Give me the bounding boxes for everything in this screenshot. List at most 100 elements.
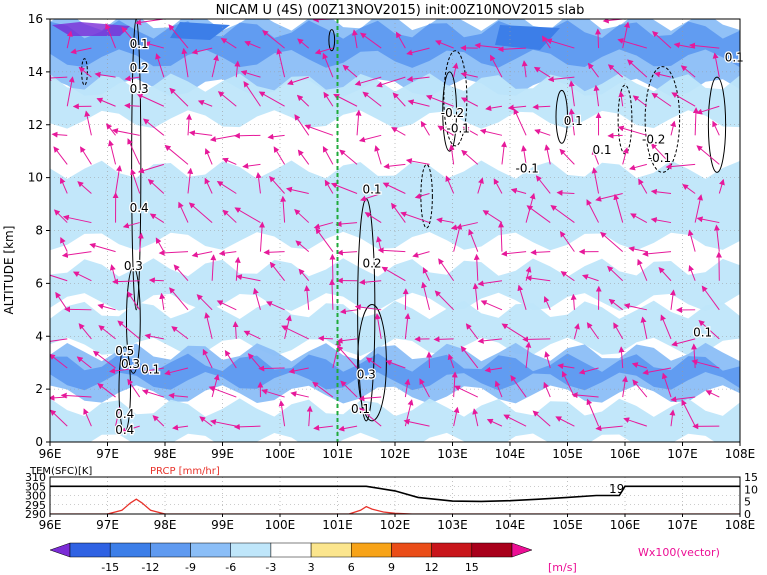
contour-label: 0.4 xyxy=(115,423,134,437)
wind-vectors xyxy=(50,19,725,434)
colorbar-tick-label: 6 xyxy=(348,561,355,574)
sub-grid xyxy=(49,476,741,515)
wind-vector xyxy=(335,220,358,227)
sub-series xyxy=(50,485,740,514)
wind-vector xyxy=(622,147,629,165)
contour xyxy=(442,71,458,152)
x-tick-label: 107E xyxy=(667,447,698,461)
sub-x-tick-label: 102E xyxy=(380,518,411,532)
wind-vector xyxy=(359,407,382,427)
contour-label: 0.3 xyxy=(130,82,149,96)
wind-vector xyxy=(159,292,166,310)
wind-vector xyxy=(420,120,430,136)
wind-vector xyxy=(595,193,623,202)
wind-vector xyxy=(543,381,551,398)
contour-label: 0.3 xyxy=(121,357,140,371)
wind-vector xyxy=(72,271,92,282)
wind-vector xyxy=(535,175,551,194)
wind-vector xyxy=(143,41,164,49)
wind-vector xyxy=(381,266,406,282)
wind-vector xyxy=(404,378,411,398)
wind-vector xyxy=(297,149,310,165)
wind-vector xyxy=(503,414,527,427)
wind-vector xyxy=(510,187,527,194)
wind-vector xyxy=(617,38,647,49)
wind-vector xyxy=(435,40,454,49)
colorbar-end-left xyxy=(49,542,71,558)
wind-vector xyxy=(147,178,165,194)
sub-x-tick-label: 98E xyxy=(154,518,177,532)
wind-vector xyxy=(682,184,696,194)
wind-vector xyxy=(80,146,92,165)
wind-vector xyxy=(651,92,672,107)
contour-label: 0.1 xyxy=(725,50,744,64)
wind-vector xyxy=(422,267,430,281)
wind-vector xyxy=(115,165,122,194)
y-tick-label: 6 xyxy=(35,276,43,290)
contour-label: -0.1 xyxy=(516,161,539,175)
wind-vector xyxy=(97,303,116,311)
wind-vector xyxy=(339,149,358,165)
wind-vector xyxy=(670,120,677,136)
y-tick-label: 4 xyxy=(35,329,43,343)
contour-label: 0.1 xyxy=(351,402,370,416)
wind-vector xyxy=(216,180,237,194)
wind-vector xyxy=(354,304,382,311)
wind-vector xyxy=(98,325,116,340)
contour-label: -0.2 xyxy=(642,132,665,146)
wind-vector xyxy=(718,178,725,194)
wind-vector xyxy=(479,128,503,136)
wind-vector xyxy=(613,322,624,340)
wind-vector xyxy=(137,163,164,174)
sub-x-tick-label: 104E xyxy=(495,518,526,532)
wind-vector xyxy=(218,250,237,257)
wind-vector xyxy=(385,359,406,369)
wind-vector xyxy=(660,314,672,340)
wind-vector xyxy=(322,146,334,165)
wind-vector xyxy=(234,60,241,78)
colorbar-tick-label: 3 xyxy=(308,561,315,574)
wind-vector xyxy=(235,274,261,282)
wind-vector xyxy=(360,193,382,202)
wind-vector xyxy=(169,287,189,311)
wind-vector xyxy=(705,390,720,398)
colorbar-segment xyxy=(310,542,352,558)
wind-vector xyxy=(269,261,285,282)
sub-x-tick-label: 108E xyxy=(725,518,756,532)
wind-vector xyxy=(322,52,334,78)
wind-vector xyxy=(78,323,92,340)
wind-vector xyxy=(117,320,141,340)
wind-vector xyxy=(186,113,192,136)
colorbar-segment xyxy=(150,542,191,558)
wind-vector xyxy=(332,339,342,369)
colorbar-tick-label: 9 xyxy=(388,561,395,574)
wind-vector xyxy=(392,92,406,107)
wind-vector xyxy=(507,104,527,111)
wind-vector xyxy=(453,406,460,427)
wind-vector xyxy=(607,64,624,78)
colorbar-tick-label: -6 xyxy=(225,561,236,574)
wind-vector xyxy=(568,108,575,136)
wind-vector xyxy=(135,19,164,26)
wind-vector xyxy=(171,326,189,340)
wind-vector xyxy=(474,42,503,49)
wind-vector xyxy=(477,337,503,344)
wind-vector xyxy=(484,366,503,373)
wind-vector xyxy=(224,349,237,369)
wind-vector xyxy=(451,371,458,398)
wind-vector xyxy=(556,189,575,196)
wind-vector xyxy=(692,107,699,136)
wind-vector xyxy=(315,227,334,252)
wind-vector xyxy=(265,301,285,311)
wind-vector xyxy=(629,163,647,171)
wind-vector xyxy=(510,375,527,398)
wind-vector xyxy=(276,48,286,78)
wind-vector xyxy=(259,221,266,252)
wind-vector xyxy=(124,102,140,109)
shade-patch xyxy=(170,22,230,40)
wind-vector xyxy=(650,217,672,224)
wind-vector xyxy=(665,163,696,170)
wind-vector xyxy=(618,346,625,369)
